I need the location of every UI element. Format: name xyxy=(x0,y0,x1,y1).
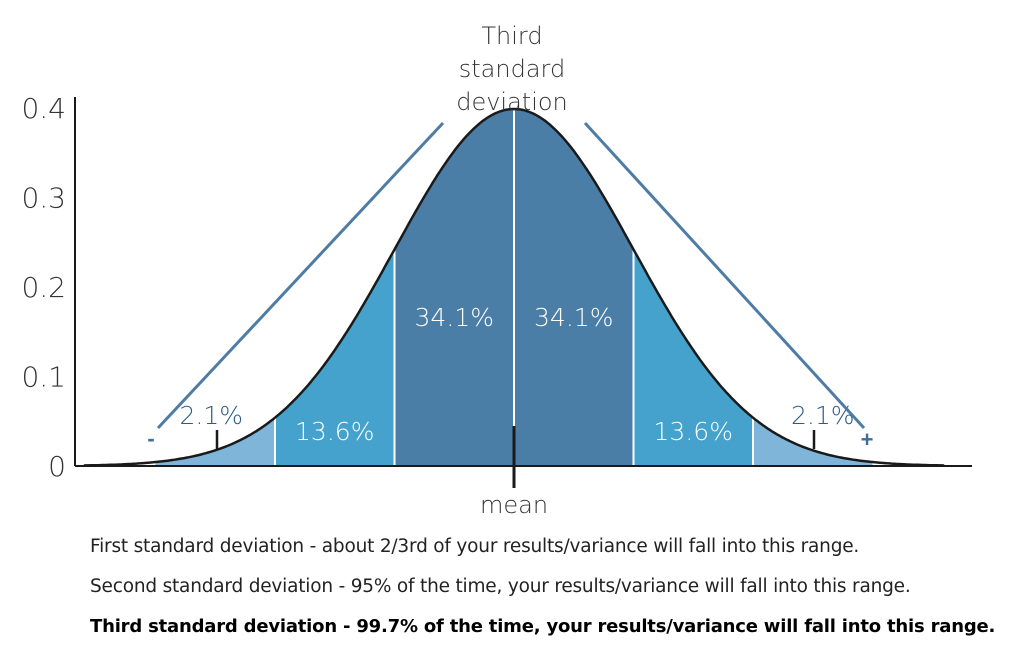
note-third-deviation: Third standard deviation - 99.7% of the … xyxy=(90,616,996,637)
region-label: 34.1% xyxy=(415,303,494,332)
region-1 xyxy=(155,417,275,466)
chart-title-line: Third xyxy=(481,22,542,50)
explanation-notes: First standard deviation - about 2/3rd o… xyxy=(90,534,1010,654)
region-6 xyxy=(753,417,873,466)
note-second-deviation: Second standard deviation - 95% of the t… xyxy=(90,576,911,597)
bracket-right-line xyxy=(583,121,866,430)
region-label: 34.1% xyxy=(534,303,613,332)
y-tick-labels: 0 0.1 0.2 0.3 0.4 xyxy=(21,92,66,483)
bracket-left-line xyxy=(156,121,445,430)
y-tick-label: 0.1 xyxy=(21,361,66,394)
y-tick-label: 0 xyxy=(48,450,66,483)
chart-title-line: deviation xyxy=(456,88,568,116)
y-tick-label: 0.3 xyxy=(21,182,66,215)
third-deviation-brackets: - + xyxy=(147,121,874,452)
plus-sign: + xyxy=(861,427,874,452)
y-tick-label: 0.4 xyxy=(21,92,66,125)
note-first-deviation: First standard deviation - about 2/3rd o… xyxy=(90,536,860,557)
bell-curve xyxy=(83,107,945,467)
region-3 xyxy=(394,109,514,466)
region-4 xyxy=(514,109,634,466)
y-tick-label: 0.2 xyxy=(21,271,66,304)
region-labels: 2.1%13.6%34.1% 34.1%13.6%2.1% xyxy=(179,303,855,449)
normal-distribution-chart: 00.10.20.30.4 2.1%13.6%34.1% 34.1%13.6%2.… xyxy=(21,22,972,519)
axes xyxy=(74,97,972,467)
region-label: 2.1% xyxy=(179,401,243,430)
region-label: 13.6% xyxy=(654,417,733,446)
chart-title-line: standard xyxy=(459,55,565,83)
chart-title: Third standard deviation xyxy=(456,22,568,116)
minus-sign: - xyxy=(147,426,154,451)
region-label: 13.6% xyxy=(295,417,374,446)
mean-label: mean xyxy=(480,491,548,519)
shaded-regions xyxy=(155,108,873,466)
